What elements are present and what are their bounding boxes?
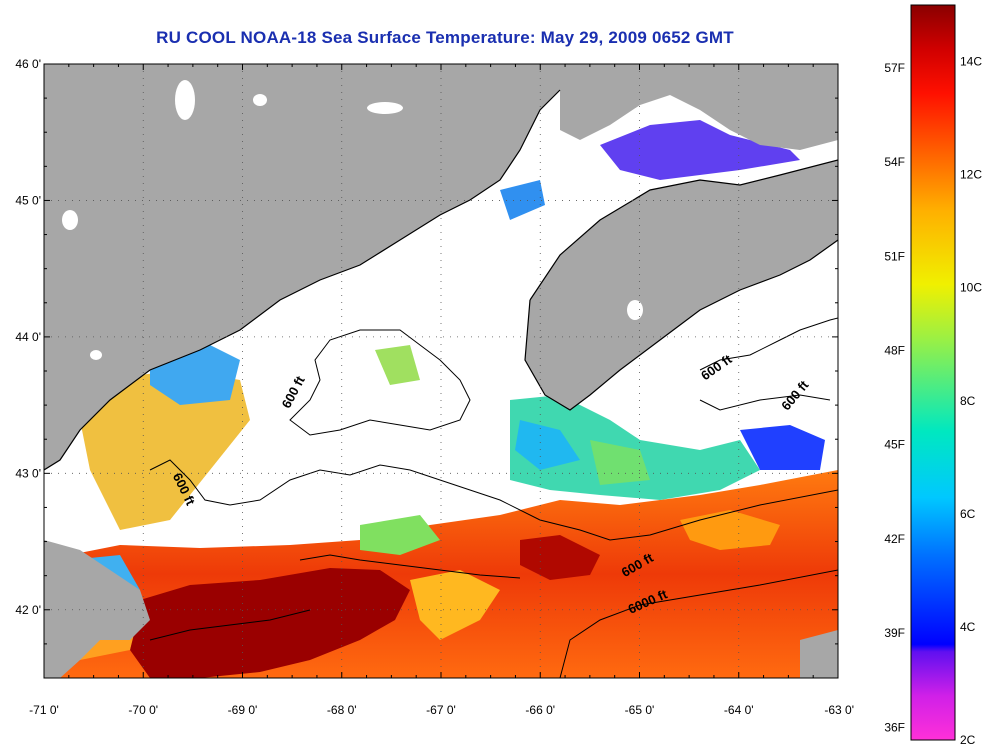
land-massachusetts [44, 540, 150, 678]
lake [90, 350, 102, 360]
very-warm-water [130, 568, 410, 678]
colorbar-celsius-label: 4C [960, 620, 976, 634]
land-new-brunswick [560, 64, 838, 150]
warm-patch-yellow [410, 570, 500, 640]
lat-tick-label: 44 0' [15, 330, 41, 344]
colorbar-celsius-labels: 14C 12C 10C 8C 6C 4C 2C [960, 55, 982, 747]
lon-tick-label: -64 0' [724, 703, 754, 717]
coastline [44, 89, 838, 471]
lake [253, 94, 267, 106]
lat-tick-label: 46 0' [15, 57, 41, 71]
lat-tick-label: 43 0' [15, 466, 41, 480]
longitude-axis: -71 0' -70 0' -69 0' -68 0' -67 0' -66 0' -65 … [29, 64, 854, 717]
coastal-warm-patch [80, 370, 250, 530]
mid-gulf-patch [375, 345, 420, 385]
lon-tick-label: -63 0' [824, 703, 854, 717]
lon-tick-label: -66 0' [525, 703, 555, 717]
contour-deep-2 [149, 609, 311, 641]
colorbar [910, 4, 956, 741]
colorbar-celsius-label: 8C [960, 394, 976, 408]
lon-tick-label: -67 0' [426, 703, 456, 717]
contour-deep-1 [299, 554, 521, 579]
contour-6000ft [559, 569, 838, 678]
colorbar-fahrenheit-label: 42F [884, 532, 905, 546]
cool-patch [515, 420, 580, 470]
contour-600ft-south [149, 459, 838, 541]
lat-tick-label: 45 0' [15, 193, 41, 207]
cool-water-band [510, 395, 760, 500]
lon-tick-label: -68 0' [327, 703, 357, 717]
land-new-england [44, 64, 560, 470]
land-sable-region [800, 630, 838, 678]
cool-patch-green-2 [360, 515, 440, 555]
cool-patch-green [590, 440, 650, 485]
lon-tick-label: -65 0' [625, 703, 655, 717]
graticule [44, 64, 838, 678]
lon-tick-label: -71 0' [29, 703, 59, 717]
map-area [44, 64, 838, 678]
colorbar-fahrenheit-label: 51F [884, 249, 905, 263]
contour-600ft-basin [289, 329, 471, 436]
colorbar-fahrenheit-labels: 57F 54F 51F 48F 45F 42F 39F 36F [884, 61, 905, 735]
colorbar-fahrenheit-label: 36F [884, 720, 905, 734]
map-title: RU COOL NOAA-18 Sea Surface Temperature:… [156, 28, 734, 47]
lake [175, 80, 195, 120]
lake [627, 300, 643, 320]
contour-600ft-east [699, 317, 838, 371]
colorbar-celsius-label: 12C [960, 168, 982, 182]
bay-of-fundy [600, 120, 800, 180]
contour-600ft-east-2 [699, 394, 831, 411]
warm-patch-orange [680, 510, 780, 550]
lon-tick-label: -69 0' [228, 703, 258, 717]
colorbar-celsius-label: 6C [960, 507, 976, 521]
fundy-mouth-patch [500, 180, 545, 220]
land-nova-scotia [525, 160, 838, 410]
colorbar-fahrenheit-label: 54F [884, 155, 905, 169]
lake [62, 210, 78, 230]
colorbar-celsius-label: 2C [960, 733, 976, 747]
latitude-axis: 46 0' 45 0' 44 0' 43 0' 42 0' [15, 57, 838, 679]
colorbar-fahrenheit-label: 48F [884, 344, 905, 358]
colorbar-fahrenheit-label: 39F [884, 626, 905, 640]
colorbar-fahrenheit-label: 57F [884, 61, 905, 75]
lake [367, 102, 403, 114]
lon-tick-label: -70 0' [128, 703, 158, 717]
bathymetry-contours [149, 317, 838, 678]
colorbar-celsius-label: 10C [960, 281, 982, 295]
colorbar-celsius-label: 14C [960, 55, 982, 69]
nova-scotia-shelf-cool [740, 425, 825, 470]
colorbar-fahrenheit-label: 45F [884, 438, 905, 452]
lat-tick-label: 42 0' [15, 603, 41, 617]
